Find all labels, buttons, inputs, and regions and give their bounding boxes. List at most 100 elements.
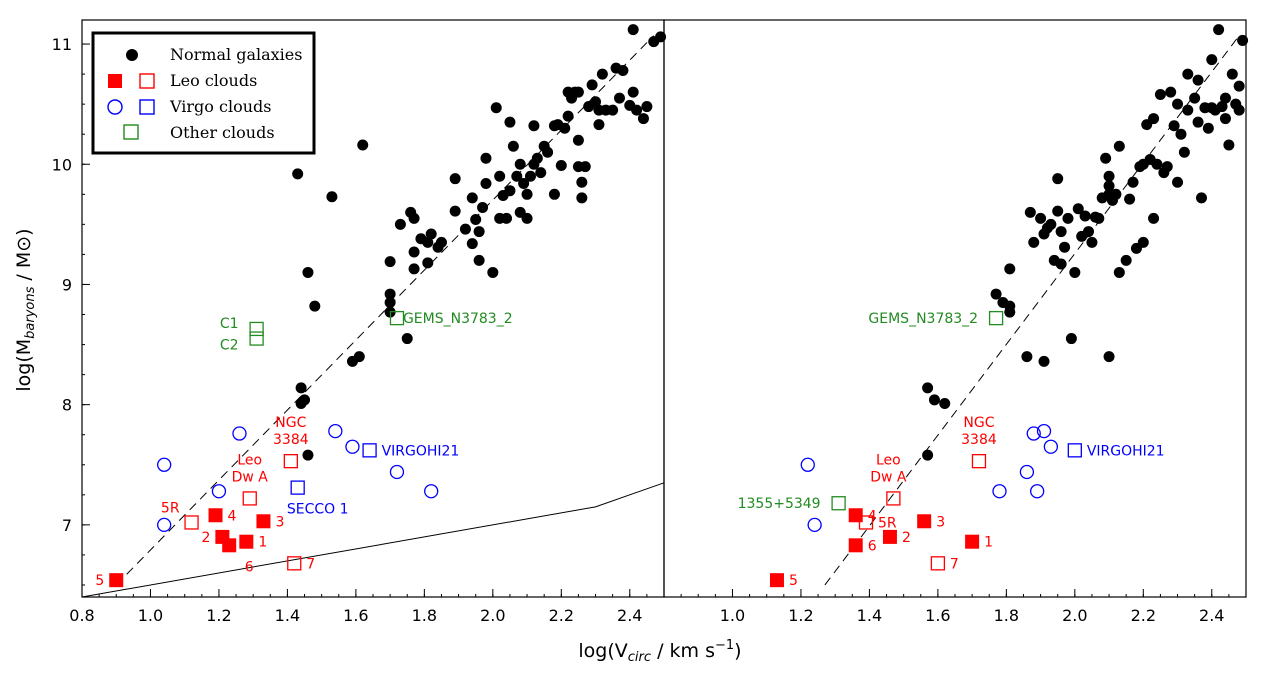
- normal-galaxy-point: [1021, 351, 1033, 363]
- normal-galaxy-point: [480, 152, 492, 164]
- left-x-tick-label: 0.8: [69, 606, 94, 625]
- virgo-cloud-circle: [157, 457, 172, 472]
- left-y-tick-label: 10: [52, 155, 72, 174]
- normal-galaxy-point: [1182, 104, 1194, 116]
- other-cloud-label: C1: [220, 316, 239, 332]
- right-x-tick-label: 1.0: [720, 606, 745, 625]
- virgo-cloud-circle: [1030, 484, 1045, 499]
- normal-galaxy-point: [1004, 300, 1016, 312]
- normal-galaxy-point: [596, 68, 608, 80]
- normal-galaxy-point: [572, 86, 584, 98]
- left-x-tick-label: 1.6: [343, 606, 368, 625]
- virgo-cloud-circle: [345, 439, 360, 454]
- leo-cloud-label: 5: [789, 573, 798, 589]
- leo-cloud-open-square: [283, 454, 298, 469]
- other-cloud-square: [249, 321, 264, 337]
- leo-cloud-filled-square: [109, 573, 124, 588]
- normal-galaxy-point: [637, 113, 649, 125]
- normal-galaxy-point: [1079, 210, 1091, 222]
- normal-galaxy-point: [1206, 54, 1218, 66]
- normal-galaxy-point: [425, 228, 437, 240]
- normal-galaxy-point: [408, 212, 420, 224]
- legend-normal-marker: [126, 49, 138, 61]
- normal-galaxy-point: [422, 236, 434, 248]
- normal-galaxy-point: [1189, 92, 1201, 104]
- leo-cloud-filled-square: [965, 534, 980, 549]
- legend: Normal galaxies Leo clouds Virgo clouds …: [91, 31, 316, 155]
- normal-galaxy-point: [1127, 176, 1139, 188]
- normal-galaxy-point: [449, 205, 461, 217]
- normal-galaxy-point: [511, 170, 523, 182]
- normal-galaxy-point: [928, 394, 940, 406]
- leo-cloud-label: 7: [306, 556, 315, 572]
- leo-cloud-open-square: [242, 491, 257, 506]
- normal-galaxy-point: [576, 192, 588, 204]
- normal-galaxy-point: [1137, 236, 1149, 248]
- normal-galaxy-point: [470, 214, 482, 226]
- normal-galaxy-point: [1148, 212, 1160, 224]
- normal-galaxy-point: [1083, 226, 1095, 238]
- normal-galaxy-point: [480, 177, 492, 189]
- virgo-cloud-square: [1067, 443, 1082, 458]
- normal-galaxy-point: [1216, 101, 1228, 113]
- normal-galaxy-point: [524, 170, 536, 182]
- normal-galaxy-point: [1100, 152, 1112, 164]
- virgo-cloud-label: VIRGOHI21: [1087, 443, 1165, 459]
- virgo-cloud-circle: [389, 464, 405, 480]
- leo-cloud-filled-square: [256, 514, 271, 529]
- normal-galaxy-point: [384, 288, 396, 300]
- other-cloud-label: GEMS_N3783_2: [868, 311, 978, 327]
- normal-galaxy-point: [1072, 203, 1084, 215]
- virgo-cloud-circle: [992, 484, 1007, 499]
- normal-galaxy-point: [922, 382, 934, 394]
- normal-galaxy-point: [1113, 140, 1125, 152]
- normal-galaxy-point: [514, 158, 526, 170]
- normal-galaxy-point: [1226, 68, 1238, 80]
- virgo-cloud-circle: [807, 517, 822, 533]
- leo-cloud-open-square: [930, 556, 946, 571]
- normal-galaxy-point: [408, 263, 420, 275]
- normal-galaxy-point: [466, 192, 478, 204]
- normal-galaxy-point: [631, 104, 643, 116]
- legend-leo-label: Leo clouds: [170, 71, 257, 90]
- normal-galaxy-point: [1120, 254, 1132, 266]
- leo-cloud-label: 7: [950, 556, 959, 572]
- left-x-tick-label: 1.0: [138, 606, 163, 625]
- left-fit-line: [115, 35, 655, 586]
- normal-galaxy-point: [939, 397, 951, 409]
- legend-leo-open-marker: [139, 73, 155, 89]
- normal-galaxy-point: [1055, 258, 1067, 270]
- normal-galaxy-point: [1103, 351, 1115, 363]
- leo-cloud-label: NGC 3384: [961, 415, 997, 448]
- normal-galaxy-point: [1052, 173, 1064, 185]
- normal-galaxy-point: [302, 449, 314, 461]
- normal-galaxy-point: [1103, 170, 1115, 182]
- virgo-cloud-circle: [1043, 439, 1059, 454]
- legend-leo-filled-marker: [108, 74, 122, 88]
- right-x-tick-label: 1.8: [994, 606, 1019, 625]
- leo-cloud-filled-square: [222, 538, 237, 553]
- normal-galaxy-point: [1182, 68, 1194, 80]
- normal-galaxy-point: [548, 188, 560, 200]
- normal-galaxy-point: [401, 333, 413, 345]
- leo-cloud-label: 4: [228, 508, 237, 524]
- x-axis-title: log(Vcirc / km s−1): [578, 638, 741, 665]
- normal-galaxy-point: [535, 167, 547, 179]
- normal-galaxy-point: [1192, 74, 1204, 86]
- normal-galaxy-point: [1004, 263, 1016, 275]
- normal-galaxy-point: [302, 266, 314, 278]
- normal-galaxy-point: [627, 24, 639, 36]
- leo-cloud-label: NGC 3384: [273, 415, 309, 448]
- normal-galaxy-point: [435, 236, 447, 248]
- normal-galaxy-point: [1052, 205, 1064, 217]
- leo-cloud-label: 5R: [161, 500, 180, 516]
- leo-cloud-open-square: [886, 491, 901, 506]
- other-cloud-label: C2: [220, 338, 239, 354]
- normal-galaxy-point: [394, 218, 406, 230]
- normal-galaxy-point: [473, 254, 485, 266]
- right-x-tick-label: 2.0: [1062, 606, 1087, 625]
- normal-galaxy-point: [1233, 104, 1245, 116]
- leo-cloud-label: 6: [245, 559, 254, 575]
- normal-galaxy-point: [1113, 266, 1125, 278]
- virgo-cloud-circle: [328, 423, 343, 439]
